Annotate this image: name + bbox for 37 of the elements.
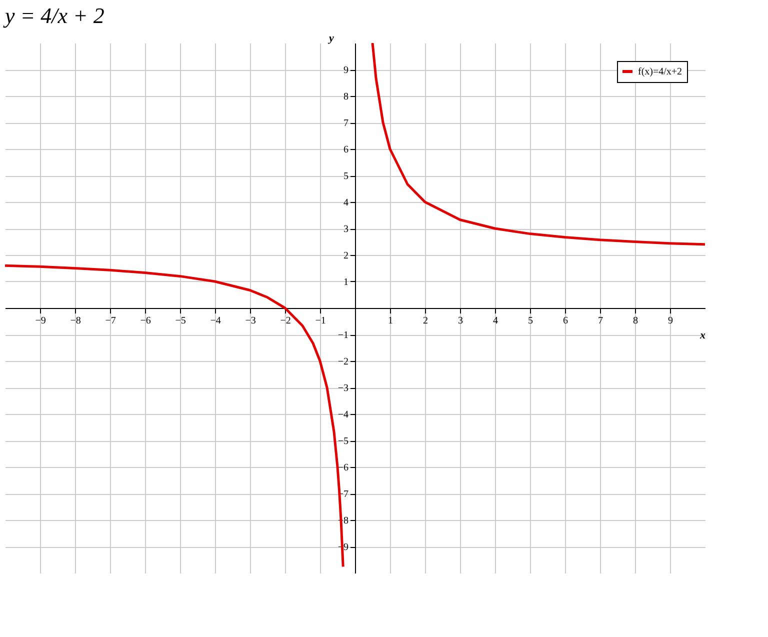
y-tick-label: −6 <box>338 462 348 474</box>
x-tick-label: 3 <box>458 316 463 326</box>
chart-title: y = 4/x + 2 <box>3 3 104 28</box>
x-tick-label: 4 <box>493 316 498 326</box>
y-tick-label: 2 <box>344 250 348 262</box>
x-tick-label: −7 <box>105 316 116 326</box>
x-tick-label: −2 <box>280 316 291 326</box>
x-tick-label: 6 <box>563 316 568 326</box>
y-tick-label: 8 <box>344 92 348 102</box>
x-tick-label: 9 <box>668 316 673 326</box>
x-axis-title: x <box>699 330 706 342</box>
x-tick-label: 1 <box>388 316 393 326</box>
y-tick-label: 1 <box>344 277 348 288</box>
y-tick-label: −3 <box>338 383 348 394</box>
x-tick-label: 2 <box>423 316 428 326</box>
x-tick-label: 8 <box>633 316 638 326</box>
y-tick-label: −5 <box>338 436 348 447</box>
y-tick-label: 5 <box>344 171 348 182</box>
x-tick-label: −8 <box>70 316 81 326</box>
y-tick-label: 4 <box>344 198 348 208</box>
x-tick-label: 7 <box>598 316 603 326</box>
x-tick-label: −6 <box>140 316 151 326</box>
y-tick-label: 3 <box>344 224 348 235</box>
x-tick-label: −1 <box>315 316 326 326</box>
x-tick-label: −3 <box>245 316 256 326</box>
y-tick-label: −2 <box>338 356 348 368</box>
x-tick-label: −5 <box>175 316 186 326</box>
y-tick-label: 9 <box>344 65 348 76</box>
x-tick-label: −9 <box>35 316 46 326</box>
y-tick-label: 6 <box>344 144 348 156</box>
y-tick-label: 7 <box>344 118 348 129</box>
x-tick-label: 5 <box>528 316 533 326</box>
legend-label: f(x)=4/x+2 <box>638 66 682 78</box>
x-tick-label: −4 <box>210 316 221 326</box>
y-tick-label: −1 <box>338 330 348 341</box>
y-tick-label: −4 <box>338 410 348 420</box>
y-axis-title: y <box>326 32 334 44</box>
